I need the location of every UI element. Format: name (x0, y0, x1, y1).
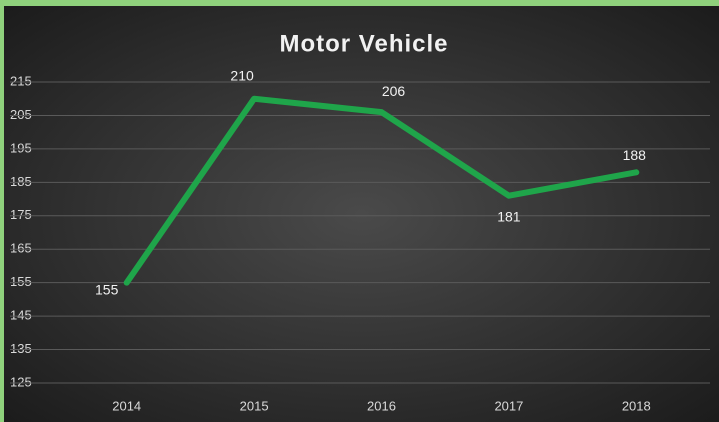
line (123, 95, 640, 286)
y-tick-label: 175 (10, 207, 32, 222)
y-tick-label: 165 (10, 241, 32, 256)
x-tick-label: 2014 (112, 398, 141, 413)
x-tick-label: 2017 (494, 398, 523, 413)
y-tick-label: 125 (10, 374, 32, 389)
x-tick-label: 2015 (240, 398, 269, 413)
data-label: 155 (95, 281, 119, 297)
x-tick-label: 2018 (622, 398, 651, 413)
chart-title: Motor Vehicle (279, 30, 448, 57)
data-label: 188 (623, 147, 647, 163)
x-tick-label: 2016 (367, 398, 396, 413)
y-tick-label: 205 (10, 107, 32, 122)
plot-background (4, 6, 719, 422)
y-tick-label: 215 (10, 73, 32, 88)
y-tick-label: 155 (10, 274, 32, 289)
data-label: 181 (497, 208, 521, 224)
y-tick-label: 145 (10, 308, 32, 323)
data-label: 206 (382, 83, 406, 99)
y-tick-label: 195 (10, 140, 32, 155)
y-tick-label: 185 (10, 174, 32, 189)
data-label: 210 (230, 67, 254, 83)
y-tick-label: 135 (10, 341, 32, 356)
